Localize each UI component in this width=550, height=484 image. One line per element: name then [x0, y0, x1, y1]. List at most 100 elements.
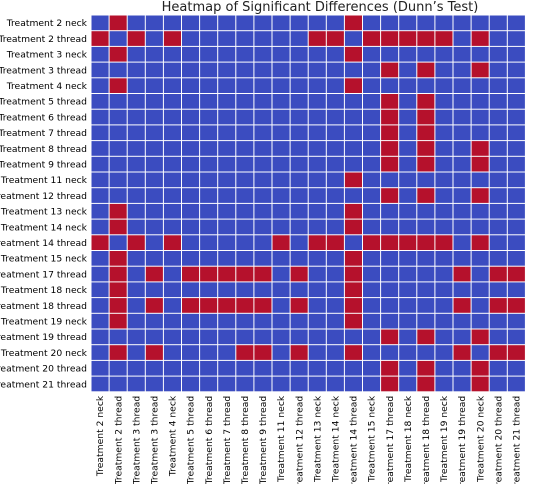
heatmap-cell [145, 31, 163, 46]
heatmap-cell [272, 376, 290, 392]
heatmap-cell [218, 360, 236, 376]
heatmap-cell [91, 235, 109, 250]
heatmap-cell [182, 94, 200, 109]
column-tick-label: Treatment 18 thread [421, 396, 432, 484]
heatmap-cell [363, 94, 381, 109]
heatmap-cell [308, 188, 326, 203]
heatmap-cell [290, 203, 308, 219]
heatmap-cell [453, 141, 471, 156]
heatmap-cell [163, 251, 181, 266]
heatmap-cell [453, 251, 471, 266]
heatmap-cell [200, 109, 218, 125]
heatmap-cell [182, 78, 200, 93]
heatmap-cell [236, 188, 254, 203]
heatmap-cell [236, 125, 254, 141]
heatmap-cell [91, 31, 109, 46]
heatmap-cell [471, 141, 489, 156]
heatmap-cell [308, 62, 326, 78]
heatmap-cell [127, 156, 145, 172]
heatmap-cell [453, 376, 471, 392]
heatmap-cell [127, 188, 145, 203]
heatmap-cell [200, 376, 218, 392]
heatmap-cell [417, 94, 435, 109]
heatmap-cell [363, 251, 381, 266]
heatmap-cell [417, 62, 435, 78]
heatmap-cell [127, 125, 145, 141]
heatmap-cell [218, 329, 236, 345]
row-tick-label: Treatment 5 thread [0, 97, 87, 108]
heatmap-cell [236, 376, 254, 392]
heatmap-cell [471, 125, 489, 141]
heatmap-cell [326, 251, 344, 266]
heatmap-cell [91, 376, 109, 392]
heatmap-cell [254, 235, 272, 250]
heatmap-cell [381, 219, 399, 235]
heatmap-cell [507, 141, 525, 156]
heatmap-cell [344, 15, 362, 31]
heatmap-cell [109, 329, 127, 345]
heatmap-cell [381, 141, 399, 156]
heatmap-cell [471, 235, 489, 250]
heatmap-cell [91, 141, 109, 156]
heatmap-cell [326, 94, 344, 109]
heatmap-cell [109, 376, 127, 392]
heatmap-cell [381, 266, 399, 282]
heatmap-cell [236, 282, 254, 298]
heatmap-cell [290, 94, 308, 109]
heatmap-cell [381, 188, 399, 203]
heatmap-cell [272, 266, 290, 282]
heatmap-cell [326, 78, 344, 93]
heatmap-cell [272, 78, 290, 93]
heatmap-cell [218, 156, 236, 172]
heatmap-cell [109, 15, 127, 31]
heatmap-cell [200, 156, 218, 172]
heatmap-cell [272, 313, 290, 329]
heatmap-cell [453, 15, 471, 31]
heatmap-cell [344, 62, 362, 78]
heatmap-cell [127, 78, 145, 93]
heatmap-cell [435, 78, 453, 93]
heatmap-cell [489, 172, 507, 188]
heatmap-cell [200, 266, 218, 282]
heatmap-cell [163, 298, 181, 313]
heatmap-cell [344, 46, 362, 62]
heatmap-cell [507, 46, 525, 62]
heatmap-cell [363, 109, 381, 125]
row-tick-label: Treatment 14 thread [0, 238, 87, 249]
heatmap-cell [417, 219, 435, 235]
heatmap-cell [507, 313, 525, 329]
heatmap-cell [326, 188, 344, 203]
heatmap-cell [145, 109, 163, 125]
heatmap-cell [507, 78, 525, 93]
heatmap-cell [218, 15, 236, 31]
heatmap-cell [326, 298, 344, 313]
heatmap-cell [507, 235, 525, 250]
heatmap-cell [308, 94, 326, 109]
heatmap-cell [326, 313, 344, 329]
heatmap-cell [236, 345, 254, 360]
heatmap-cell [344, 313, 362, 329]
heatmap-cell [453, 188, 471, 203]
heatmap-cell [471, 15, 489, 31]
heatmap-cell [381, 156, 399, 172]
heatmap-cell [91, 251, 109, 266]
heatmap-cell [200, 203, 218, 219]
heatmap-cell [182, 125, 200, 141]
heatmap-cell [272, 31, 290, 46]
row-tick-label: Treatment 7 thread [0, 128, 87, 139]
heatmap-cell [236, 203, 254, 219]
heatmap-cell [417, 141, 435, 156]
heatmap-cell [471, 298, 489, 313]
heatmap-cell [272, 94, 290, 109]
heatmap-cell [163, 329, 181, 345]
heatmap-cell [471, 94, 489, 109]
heatmap-cell [417, 298, 435, 313]
heatmap-cell [399, 203, 417, 219]
heatmap-cell [308, 266, 326, 282]
heatmap-cell [218, 188, 236, 203]
heatmap-cell [272, 141, 290, 156]
heatmap-cell [254, 298, 272, 313]
heatmap-cell [254, 15, 272, 31]
heatmap-cell [344, 219, 362, 235]
column-tick-label: Treatment 9 thread [258, 396, 269, 484]
